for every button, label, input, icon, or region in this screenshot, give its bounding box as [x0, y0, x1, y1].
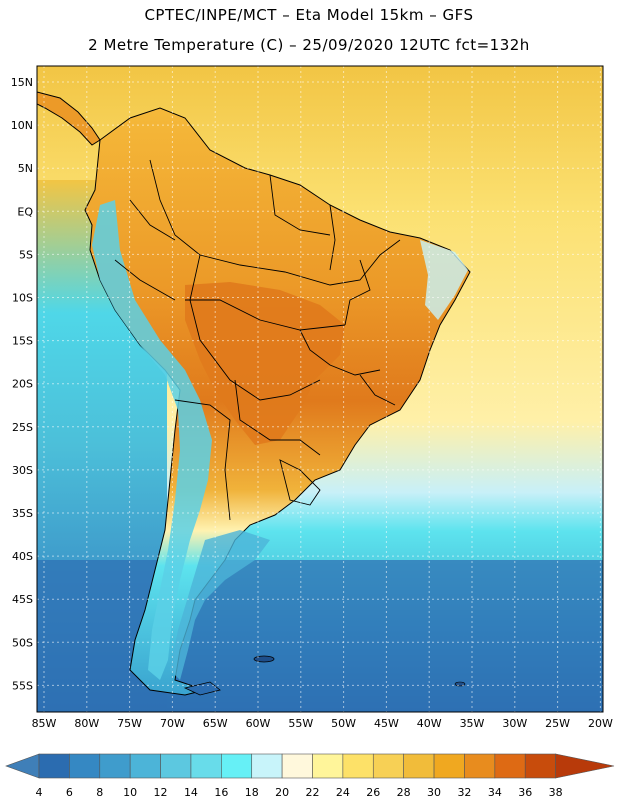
- colorbar-tick-label: 16: [214, 786, 228, 799]
- latitude-label: 30S: [12, 464, 33, 477]
- longitude-label: 50W: [331, 717, 356, 730]
- colorbar-tick-label: 12: [154, 786, 168, 799]
- colorbar-swatch: [160, 753, 192, 779]
- latitude-label: 50S: [12, 636, 33, 649]
- colorbar-tick-label: 32: [457, 786, 471, 799]
- colorbar-tick-label: 22: [306, 786, 320, 799]
- longitude-label: 80W: [74, 717, 99, 730]
- colorbar-tick-label: 28: [397, 786, 411, 799]
- latitude-label: 10N: [11, 119, 33, 132]
- latitude-label: EQ: [17, 205, 33, 218]
- latitude-label: 5S: [19, 248, 33, 261]
- graticule: [37, 66, 603, 712]
- colorbar-swatch: [129, 753, 161, 779]
- longitude-label: 85W: [32, 717, 57, 730]
- colorbar-tick-label: 6: [66, 786, 73, 799]
- colorbar-tick-label: 34: [488, 786, 502, 799]
- colorbar-swatch: [342, 753, 374, 779]
- latitude-label: 20S: [12, 378, 33, 391]
- longitude-label: 30W: [502, 717, 527, 730]
- latitude-label: 35S: [12, 507, 33, 520]
- chart-title-line1: CPTEC/INPE/MCT – Eta Model 15km – GFS: [144, 6, 474, 24]
- latitude-label: 45S: [12, 593, 33, 606]
- longitude-label: 55W: [288, 717, 313, 730]
- colorbar-swatch: [69, 753, 101, 779]
- colorbar-tick-label: 30: [427, 786, 441, 799]
- colorbar-tick-label: 24: [336, 786, 350, 799]
- colorbar-tick-label: 36: [518, 786, 532, 799]
- longitude-label: 60W: [246, 717, 271, 730]
- andes-cool-strip: [92, 200, 212, 680]
- longitude-label: 70W: [160, 717, 185, 730]
- longitude-label: 20W: [588, 717, 613, 730]
- longitude-label: 45W: [374, 717, 399, 730]
- colorbar-swatch: [372, 753, 404, 779]
- colorbar-tick-label: 20: [275, 786, 289, 799]
- longitude-label: 25W: [545, 717, 570, 730]
- colorbar-swatch: [221, 753, 253, 779]
- colorbar-tick-label: 26: [366, 786, 380, 799]
- country-borders: [114, 159, 401, 521]
- colorbar-swatch: [403, 753, 435, 779]
- longitude-label: 35W: [460, 717, 485, 730]
- latitude-label: 5N: [18, 162, 33, 175]
- map-area: [37, 66, 603, 712]
- latitude-label: 40S: [12, 550, 33, 563]
- colorbar-tick-label: 18: [245, 786, 259, 799]
- chart-title-line2: 2 Metre Temperature (C) – 25/09/2020 12U…: [88, 36, 530, 54]
- northeast-coast-cool: [420, 240, 468, 320]
- latitude-label: 15N: [11, 76, 33, 89]
- hot-interior-region: [185, 282, 345, 445]
- colorbar-tick-labels: 4 6 8 10 12 14 16 18 20 22 24 26 28 30 32 34 36 38: [36, 786, 563, 799]
- colorbar-tick-label: 10: [123, 786, 137, 799]
- latitude-labels: 15N 10N 5N EQ 5S 10S 15S 20S 25S 30S 35S 40S 45S 50S 5…: [11, 76, 34, 692]
- colorbar-swatch: [524, 753, 556, 779]
- colorbar-swatch: [251, 753, 283, 779]
- longitude-label: 40W: [417, 717, 442, 730]
- colorbar-tick-label: 38: [549, 786, 563, 799]
- colorbar-high-arrow: [555, 753, 615, 779]
- colorbar-swatch: [312, 753, 344, 779]
- falkland-islands: [253, 655, 275, 663]
- colorbar-swatch: [190, 753, 222, 779]
- central-america-landmass: [37, 91, 101, 146]
- colorbar-low-arrow: [5, 753, 40, 779]
- colorbar-swatch: [281, 753, 313, 779]
- longitude-labels: 85W 80W 75W 70W 65W 60W 55W 50W 45W 40W 35W 30W 25W 2…: [32, 717, 613, 730]
- southern-ocean-field: [37, 560, 603, 712]
- longitude-label: 65W: [203, 717, 228, 730]
- colorbar-tick-label: 8: [96, 786, 103, 799]
- colorbar-swatch: [464, 753, 496, 779]
- latitude-label: 10S: [12, 292, 33, 305]
- latitude-label: 15S: [12, 335, 33, 348]
- colorbar-tick-label: 4: [36, 786, 43, 799]
- colorbar-swatches: [5, 753, 615, 779]
- patagonia-cool-region: [170, 530, 270, 680]
- latitude-label: 55S: [12, 679, 33, 692]
- colorbar-tick-label: 14: [184, 786, 198, 799]
- latitude-label: 25S: [12, 421, 33, 434]
- colorbar-swatch: [99, 753, 131, 779]
- map-frame: [36, 65, 604, 713]
- colorbar-swatch: [433, 753, 465, 779]
- tierra-del-fuego: [183, 681, 221, 696]
- colorbar-swatch: [494, 753, 526, 779]
- longitude-label: 75W: [117, 717, 142, 730]
- colorbar-swatch: [38, 753, 70, 779]
